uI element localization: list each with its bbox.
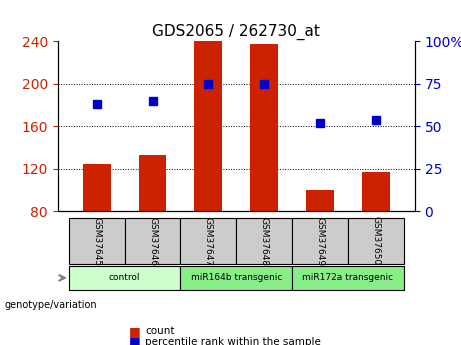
Bar [124, 218, 180, 264]
Bar [250, 43, 278, 211]
Bar [139, 155, 166, 211]
Text: miR164b transgenic: miR164b transgenic [190, 273, 282, 282]
Text: GSM37645: GSM37645 [92, 217, 101, 266]
Bar [83, 164, 111, 211]
Bar [180, 266, 292, 290]
Text: percentile rank within the sample: percentile rank within the sample [145, 337, 321, 345]
Text: GSM37647: GSM37647 [204, 217, 213, 266]
Text: genotype/variation: genotype/variation [5, 300, 97, 310]
Bar [292, 218, 348, 264]
Bar [348, 218, 404, 264]
Text: count: count [145, 326, 175, 336]
Bar [362, 172, 390, 211]
Bar [69, 218, 124, 264]
Text: control: control [109, 273, 140, 282]
Text: GSM37646: GSM37646 [148, 217, 157, 266]
Title: GDS2065 / 262730_at: GDS2065 / 262730_at [152, 24, 320, 40]
Bar [292, 266, 404, 290]
Text: miR172a transgenic: miR172a transgenic [302, 273, 394, 282]
Bar [306, 190, 334, 211]
Bar [180, 218, 236, 264]
Bar [195, 41, 222, 211]
Bar [69, 266, 180, 290]
Text: ■: ■ [129, 335, 141, 345]
Text: GSM37648: GSM37648 [260, 217, 269, 266]
Bar [236, 218, 292, 264]
Text: GSM37650: GSM37650 [371, 216, 380, 266]
Text: GSM37649: GSM37649 [315, 217, 325, 266]
Text: ■: ■ [129, 325, 141, 338]
